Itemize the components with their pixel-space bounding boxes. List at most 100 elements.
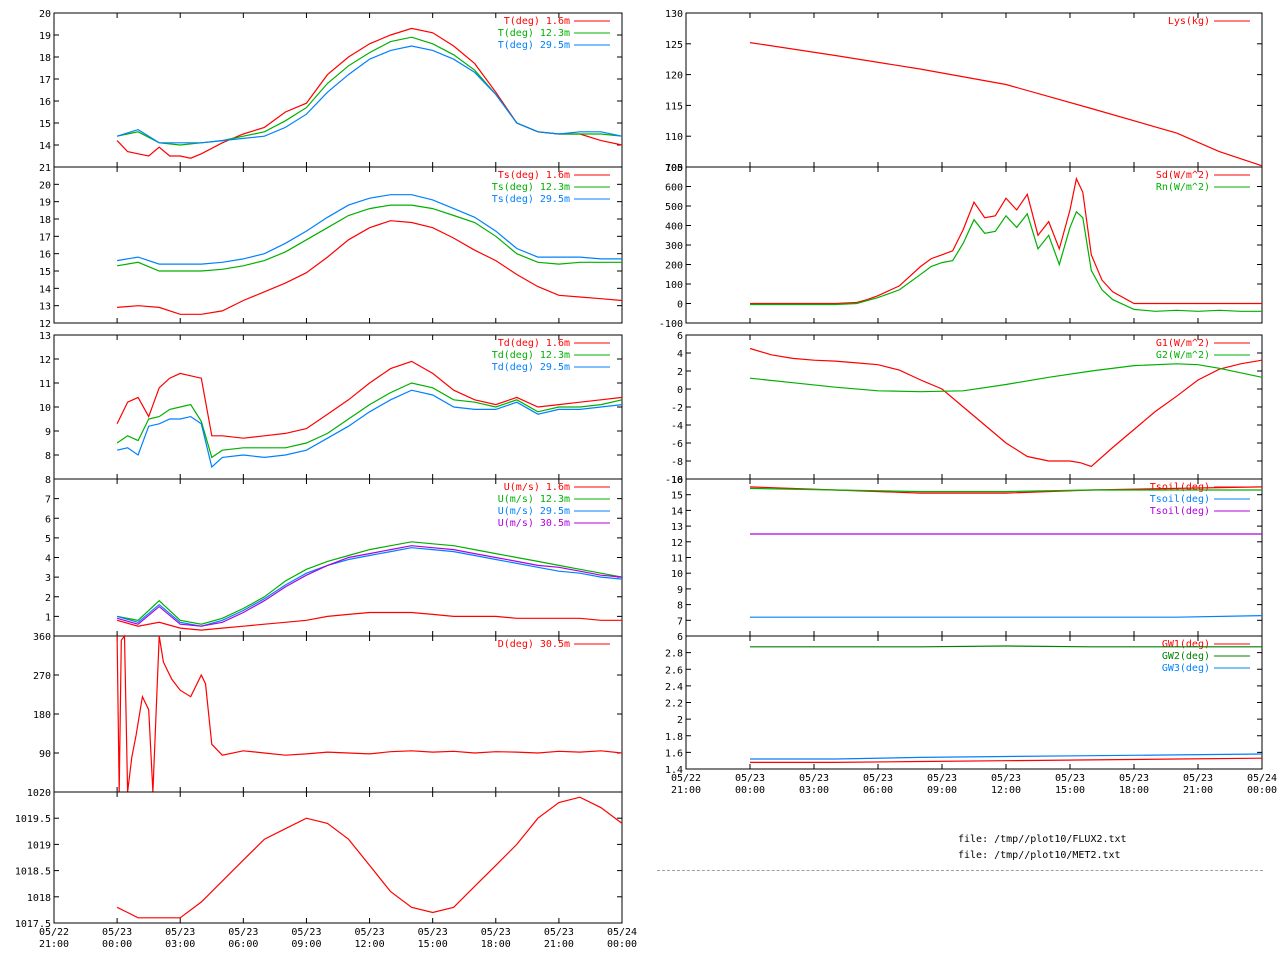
- y-tick-label: 16: [39, 97, 51, 108]
- y-tick-label: 7: [45, 495, 51, 506]
- x-tick-label: 05/23: [863, 773, 893, 784]
- x-tick-label: 12:00: [991, 785, 1021, 796]
- y-tick-label: 0: [677, 300, 683, 311]
- series-line: [116, 389, 623, 469]
- legend-label: Td(deg) 29.5m: [492, 362, 570, 373]
- y-tick-label: 14: [39, 141, 51, 152]
- series-line: [116, 382, 623, 459]
- series-line: [750, 615, 1263, 618]
- y-tick-label: 1018: [27, 893, 51, 904]
- y-tick-label: 115: [665, 101, 683, 112]
- panel-r1: 105 110 115 120 125 130 Lys(kg): [665, 9, 1263, 174]
- plot-frame: [53, 791, 623, 924]
- x-tick-label: 06:00: [863, 785, 893, 796]
- x-tick-label: 03:00: [165, 939, 195, 950]
- y-tick-label: 2.2: [665, 699, 683, 710]
- y-tick-label: 105: [665, 163, 683, 174]
- y-tick-label: 1019.5: [15, 814, 51, 825]
- y-tick-label: -100: [659, 319, 683, 330]
- x-tick-label: 05/23: [735, 773, 765, 784]
- y-tick-label: 6: [677, 632, 683, 643]
- panel-l4: 1 2 3 4 5 6 7 8 U(m/s) 1.6mU(m/s) 12.3mU(m/s) 29…: [45, 475, 623, 637]
- y-tick-label: -8: [671, 457, 683, 468]
- legend-label: T(deg) 1.6m: [504, 16, 570, 27]
- y-tick-label: 130: [665, 9, 683, 20]
- y-tick-label: 12: [39, 319, 51, 330]
- y-tick-label: 12: [39, 355, 51, 366]
- y-tick-label: 120: [665, 71, 683, 82]
- y-tick-label: 110: [665, 132, 683, 143]
- x-tick-label: 00:00: [607, 939, 637, 950]
- y-tick-label: 2.6: [665, 665, 683, 676]
- y-tick-label: 6: [677, 331, 683, 342]
- legend-label: GW1(deg): [1162, 639, 1210, 650]
- y-tick-label: 4: [677, 349, 683, 360]
- y-tick-label: 1020: [27, 788, 51, 799]
- x-tick-label: 05/23: [481, 927, 511, 938]
- series-line: [750, 753, 1263, 760]
- y-tick-label: 12: [671, 538, 683, 549]
- y-tick-label: 1018.5: [15, 867, 51, 878]
- y-tick-label: 9: [677, 585, 683, 596]
- series-line: [750, 645, 1262, 648]
- legend-label: D(deg) 30.5m: [498, 639, 570, 650]
- y-tick-label: -10: [665, 475, 683, 486]
- panel-r4: 678910111213141516Tsoil(deg)Tsoil(deg)Ts…: [671, 475, 1263, 643]
- y-tick-label: 0: [677, 385, 683, 396]
- y-tick-label: 1.4: [665, 765, 683, 776]
- x-tick-label: 05/23: [102, 927, 132, 938]
- series-line: [116, 634, 623, 793]
- y-tick-label: 14: [39, 284, 51, 295]
- series-line: [116, 36, 623, 146]
- legend-label: G2(W/m^2): [1156, 350, 1210, 361]
- y-tick-label: 13: [39, 331, 51, 342]
- y-tick-label: 100: [665, 280, 683, 291]
- series-line: [116, 45, 623, 144]
- x-tick-label: 18:00: [481, 939, 511, 950]
- series-line: [117, 194, 622, 265]
- legend-label: Ts(deg) 29.5m: [492, 194, 570, 205]
- y-tick-label: 90: [39, 749, 51, 760]
- y-tick-label: 15: [39, 267, 51, 278]
- y-tick-label: 7: [677, 616, 683, 627]
- y-tick-label: 125: [665, 40, 683, 51]
- legend-label: Tsoil(deg): [1150, 482, 1210, 493]
- series-line: [117, 220, 623, 315]
- series-line: [750, 210, 1262, 312]
- y-tick-label: 300: [665, 241, 683, 252]
- y-tick-label: 1017.5: [15, 919, 51, 930]
- y-tick-label: 2.8: [665, 649, 683, 660]
- series-line: [116, 545, 623, 627]
- y-tick-label: 18: [39, 215, 51, 226]
- x-tick-label: 05/24: [1247, 773, 1277, 784]
- panel-r5: 1.41.61.822.22.42.62.805/2221:0005/2300:…: [665, 635, 1277, 796]
- y-tick-label: 9: [45, 427, 51, 438]
- file-note-flux: file: /tmp//plot10/FLUX2.txt: [958, 834, 1127, 845]
- x-tick-label: 05/23: [165, 927, 195, 938]
- y-tick-label: 8: [45, 475, 51, 486]
- y-tick-label: 19: [39, 31, 51, 42]
- y-tick-label: 15: [671, 491, 683, 502]
- y-tick-label: 2: [677, 367, 683, 378]
- x-tick-label: 00:00: [735, 785, 765, 796]
- series-line: [117, 204, 622, 272]
- y-tick-label: 11: [671, 554, 683, 565]
- x-tick-label: 09:00: [291, 939, 321, 950]
- y-tick-label: 17: [39, 75, 51, 86]
- y-tick-label: 600: [665, 183, 683, 194]
- x-tick-label: 05/23: [1183, 773, 1213, 784]
- legend-label: Ts(deg) 12.3m: [492, 182, 570, 193]
- x-tick-label: 05/23: [927, 773, 957, 784]
- y-tick-label: 270: [33, 671, 51, 682]
- legend-label: GW3(deg): [1162, 663, 1210, 674]
- y-tick-label: 15: [39, 119, 51, 130]
- y-tick-label: 8: [45, 451, 51, 462]
- y-tick-label: 19: [39, 198, 51, 209]
- y-tick-label: 5: [45, 534, 51, 545]
- legend-label: Ts(deg) 1.6m: [498, 170, 570, 181]
- x-tick-label: 18:00: [1119, 785, 1149, 796]
- x-tick-label: 15:00: [418, 939, 448, 950]
- separator-line: [657, 870, 1263, 871]
- y-tick-label: 700: [665, 163, 683, 174]
